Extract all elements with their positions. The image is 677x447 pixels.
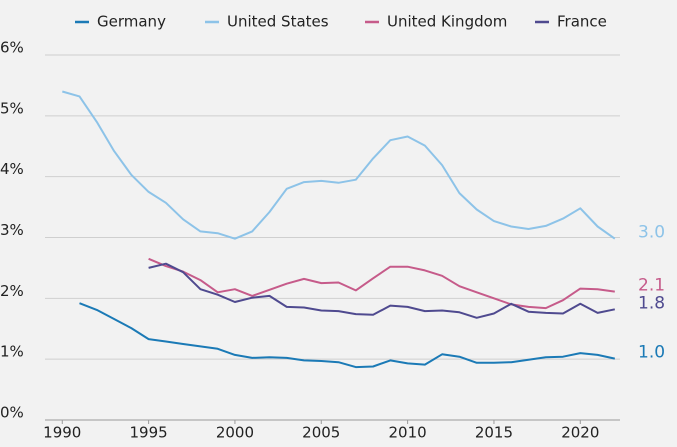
series-line — [62, 90, 616, 240]
y-tick-label: 0% — [0, 404, 24, 422]
x-tick-label: 2000 — [216, 424, 254, 442]
series-line — [79, 302, 616, 369]
y-tick-label: 1% — [0, 343, 24, 361]
end-label: 1.8 — [638, 293, 665, 313]
end-label: 1.0 — [638, 343, 665, 363]
y-tick-label: 5% — [0, 99, 24, 117]
series-line — [148, 257, 615, 310]
y-tick-label: 2% — [0, 282, 24, 300]
x-tick-label: 2010 — [389, 424, 427, 442]
x-tick-label: 2005 — [302, 424, 340, 442]
legend-label: France — [557, 13, 607, 31]
end-label: 2.1 — [638, 276, 665, 296]
legend-label: United Kingdom — [387, 13, 507, 31]
x-tick-label: 2015 — [475, 424, 513, 442]
legend-label: Germany — [97, 13, 166, 31]
y-tick-label: 6% — [0, 39, 24, 57]
y-tick-label: 4% — [0, 160, 24, 178]
legend-label: United States — [227, 13, 329, 31]
x-tick-label: 1990 — [43, 424, 81, 442]
series-line — [148, 262, 616, 319]
y-tick-label: 3% — [0, 221, 24, 239]
x-tick-label: 2020 — [561, 424, 599, 442]
end-label: 3.0 — [638, 223, 665, 243]
x-tick-label: 1995 — [130, 424, 168, 442]
